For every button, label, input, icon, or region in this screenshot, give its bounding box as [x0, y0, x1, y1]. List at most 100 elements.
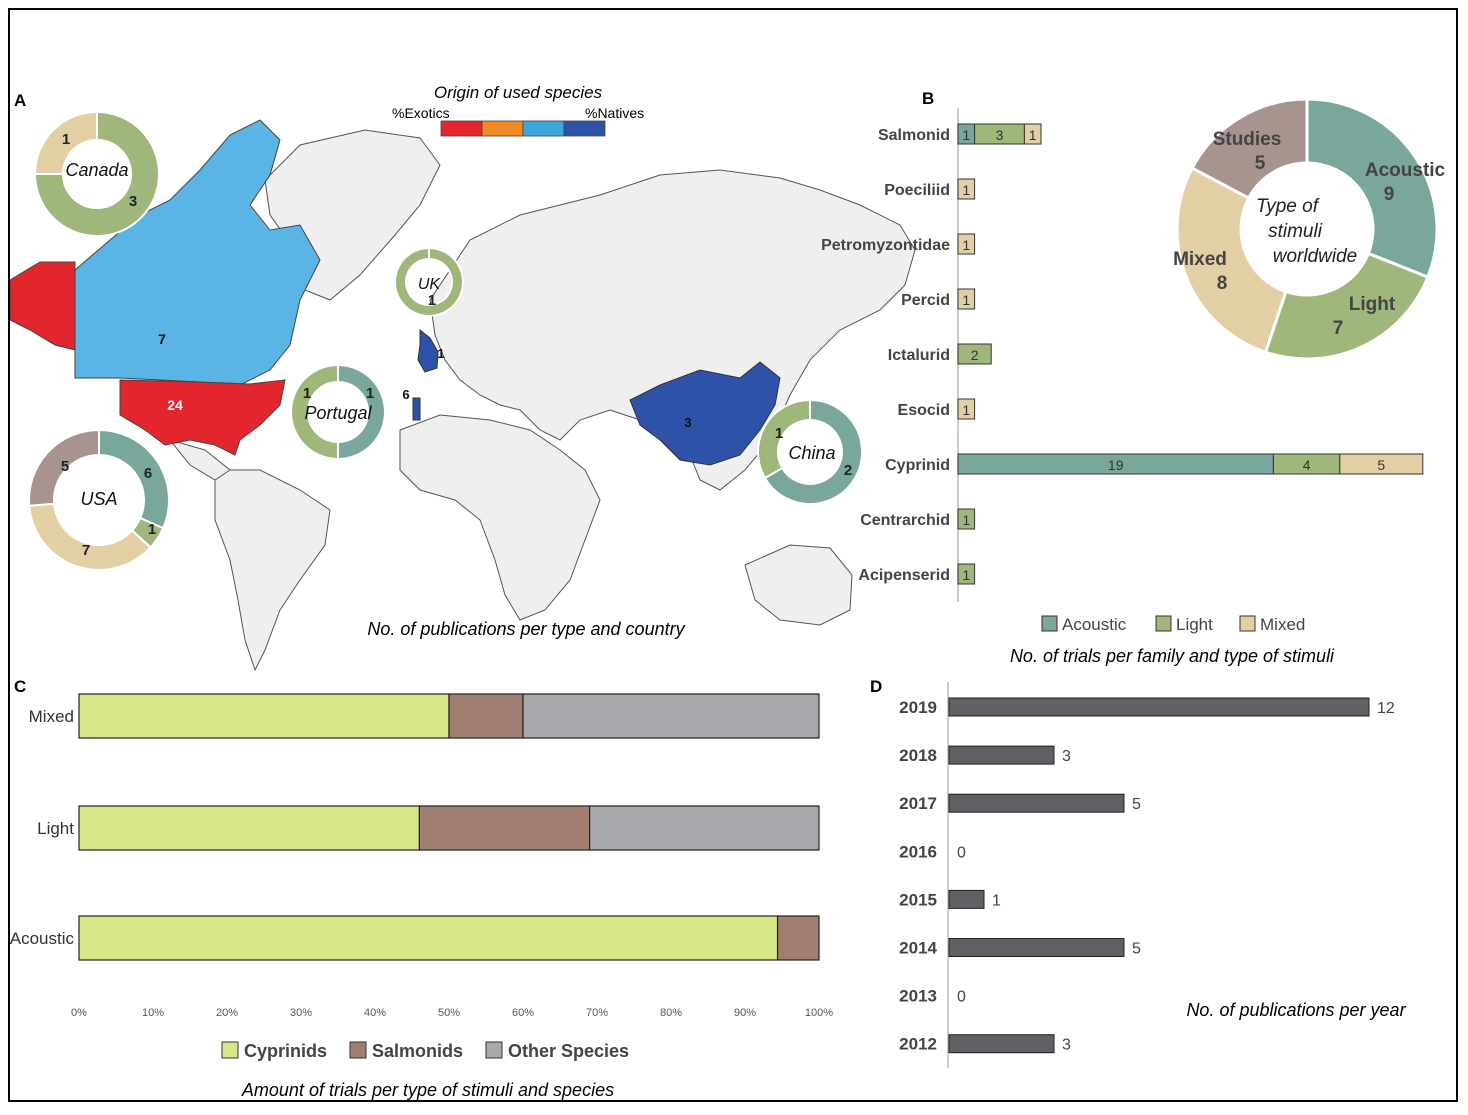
family-bar-segment-mixed	[957, 178, 976, 200]
family-bar-value: 4	[1303, 457, 1311, 473]
year-label: 2014	[899, 939, 937, 958]
stimuli-bar-segment-salmonids	[418, 805, 591, 851]
donut-usa-slice-studies	[28, 428, 100, 507]
donut-china-slice-light	[757, 398, 811, 480]
donut-uk-value-light: 1	[428, 292, 436, 309]
donut-portugal-slice-acoustic	[337, 363, 386, 461]
family-label: Salmonid	[878, 127, 950, 144]
donut-china-slice-acoustic	[763, 398, 863, 505]
donut-usa-value-light: 1	[148, 521, 156, 538]
family-bar-value: 1	[962, 127, 970, 143]
x-tick-label: 80%	[660, 1007, 682, 1019]
stimuli-bar-segment-cyprinids	[78, 915, 779, 961]
panel-d-caption: No. of publications per year	[1186, 1000, 1406, 1020]
year-label: 2017	[899, 794, 937, 813]
map-legend-gradient	[440, 120, 606, 137]
year-bar-value: 5	[1132, 796, 1141, 813]
year-bar-value: 1	[992, 892, 1001, 909]
family-bar-segment-mixed	[957, 288, 976, 310]
year-bar-value: 5	[1132, 941, 1141, 958]
year-bars: 2019 12 2018 3 2017 5 2016 0 2015 1 2014 5 2013 0 2012…	[899, 697, 1395, 1054]
stimuli-bar-segment-cyprinids	[78, 805, 420, 851]
stimuli-bar-segment-other-species	[588, 805, 820, 851]
stimuli-slice-name-light: Light	[1349, 294, 1396, 315]
stimuli-species-bars: Mixed Light Acoustic	[10, 693, 820, 961]
year-bar	[948, 697, 1370, 717]
legend-swatch-mixed	[1239, 615, 1256, 632]
donut-uk-slice-light	[394, 246, 464, 317]
legend-label-species-2: Other Species	[508, 1041, 629, 1061]
stimuli-slice-mixed	[1175, 166, 1288, 355]
donut-usa-slice-mixed	[28, 502, 152, 571]
family-stacked-bars: Salmonid 1 3 1 Poeciliid 1 Petromyzontidae 1 Per…	[821, 123, 1424, 585]
year-bar-value: 12	[1377, 700, 1395, 717]
legend-swatch-acoustic	[1041, 615, 1058, 632]
panel-b-legend: Acoustic Light Mixed	[1041, 615, 1305, 634]
family-label: Petromyzontidae	[821, 237, 950, 254]
family-label: Acipenserid	[858, 567, 950, 584]
year-bar-value: 0	[957, 844, 966, 861]
family-bar-segment-mixed	[1023, 123, 1042, 145]
family-label: Centrarchid	[860, 512, 950, 529]
family-label: Poeciliid	[884, 182, 950, 199]
family-label: Esocid	[898, 402, 950, 419]
figure-frame	[8, 8, 1458, 1102]
stimuli-center-line-1: Type of	[1256, 196, 1320, 217]
family-bar-value: 1	[962, 292, 970, 308]
x-tick-label: 20%	[216, 1007, 238, 1019]
family-bar-segment-light	[957, 508, 976, 530]
donut-china-value-light: 1	[775, 425, 783, 442]
x-tick-label: 0%	[71, 1007, 87, 1019]
year-bar	[948, 938, 1125, 957]
panel-c-caption: Amount of trials per type of stimuli and…	[241, 1080, 614, 1100]
donut-portugal-label: Portugal	[304, 403, 372, 423]
donut-canada-label: Canada	[65, 160, 128, 180]
panel-c-x-ticks: 0% 10% 20% 30% 40% 50% 60% 70% 80% 90% 100%	[71, 1007, 833, 1019]
family-label: Percid	[901, 292, 950, 309]
donut-usa-label: USA	[80, 489, 117, 509]
family-bar-segment-mixed	[957, 398, 976, 420]
family-bar-segment-mixed	[957, 233, 976, 255]
x-tick-label: 10%	[142, 1007, 164, 1019]
stimuli-bar-segment-cyprinids	[78, 693, 450, 739]
stimuli-row-label: Mixed	[29, 707, 74, 726]
country-count-usa: 24	[167, 397, 183, 413]
x-tick-label: 100%	[805, 1007, 833, 1019]
stimuli-bar-segment-salmonids	[776, 915, 820, 961]
year-bar-value: 3	[1062, 1037, 1071, 1054]
x-tick-label: 90%	[734, 1007, 756, 1019]
stimuli-row-label: Acoustic	[10, 929, 75, 948]
x-tick-label: 30%	[290, 1007, 312, 1019]
country-usa	[119, 379, 286, 456]
country-china	[629, 361, 781, 466]
donut-usa-value-studies: 5	[61, 458, 69, 475]
land-south-america	[214, 469, 331, 672]
panel-a-map: A 7 24 1 6 3	[9, 83, 916, 672]
stimuli-center-line-2: stimuli	[1268, 221, 1323, 242]
family-bar-value: 1	[1029, 127, 1037, 143]
donut-canada-slice-light	[33, 110, 160, 237]
legend-label-light: Light	[1176, 615, 1213, 634]
panel-letter-d: D	[870, 677, 882, 696]
x-tick-label: 50%	[438, 1007, 460, 1019]
stimuli-slice-acoustic	[1305, 97, 1439, 280]
donut-portugal-value-light: 1	[303, 385, 311, 402]
panel-letter-c: C	[14, 677, 26, 696]
land-australia	[744, 544, 853, 626]
stimuli-slice-light	[1263, 251, 1430, 361]
stimuli-slice-value-mixed: 8	[1217, 273, 1228, 294]
stimuli-slice-value-light: 7	[1333, 318, 1344, 339]
country-portugal	[412, 397, 421, 421]
x-tick-label: 60%	[512, 1007, 534, 1019]
donut-uk-label: UK	[418, 276, 442, 293]
family-label: Cyprinid	[885, 457, 950, 474]
x-tick-label: 40%	[364, 1007, 386, 1019]
family-bar-value: 1	[962, 402, 970, 418]
year-label: 2015	[899, 890, 937, 909]
family-bar-value: 1	[962, 182, 970, 198]
family-bar-value: 1	[962, 512, 970, 528]
land-africa	[399, 414, 601, 621]
stimuli-row-label: Light	[37, 819, 74, 838]
